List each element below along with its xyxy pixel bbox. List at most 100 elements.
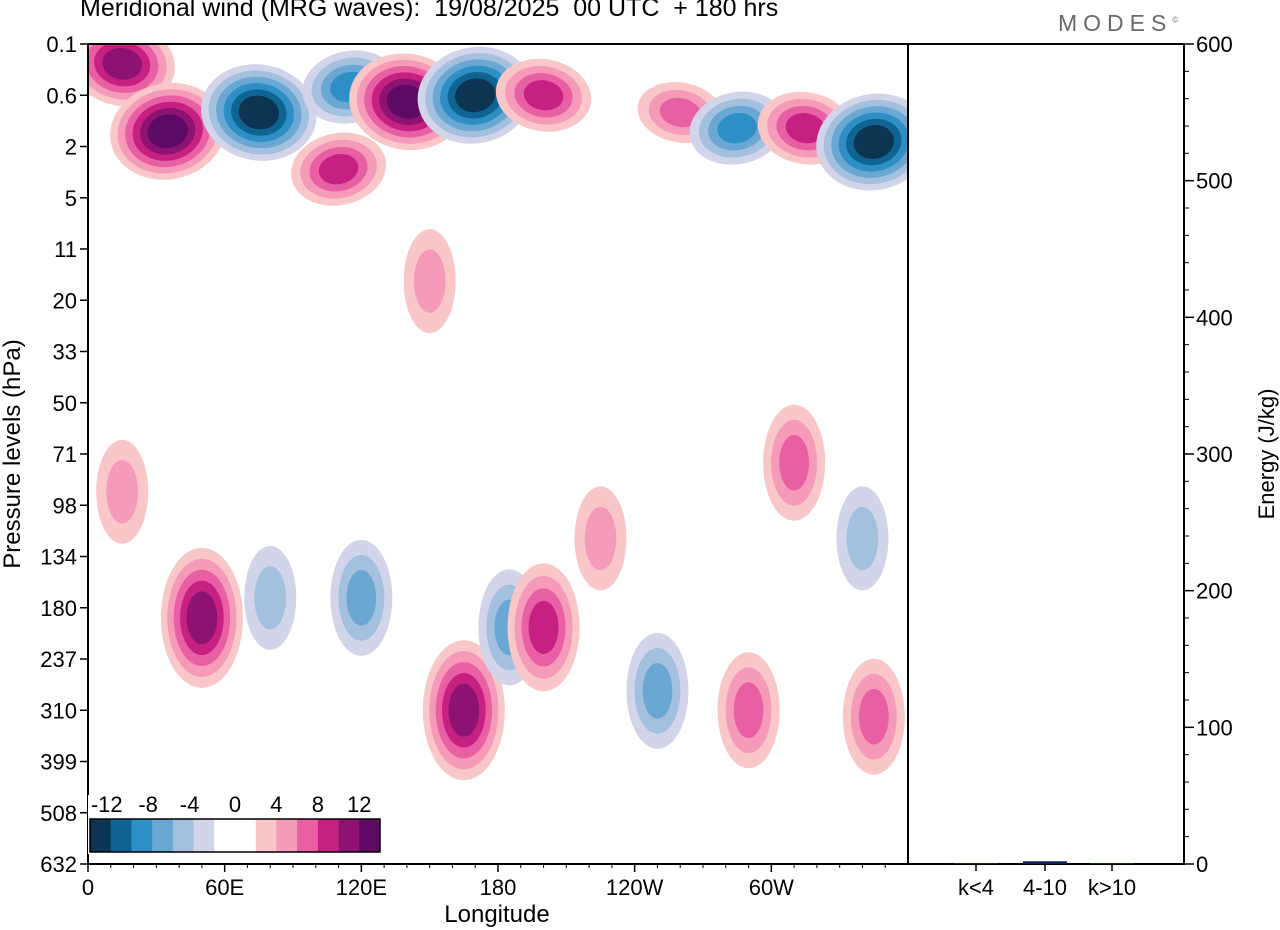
contour-level [717,112,757,144]
y-tick-label: 2 [65,135,77,160]
y-tick-label: 20 [53,288,77,313]
contour-level [254,566,287,630]
wind-cell [244,545,297,650]
contour-level [346,569,377,626]
energy-bar [954,863,998,864]
contour-level [528,600,559,654]
y-tick-label: 0.6 [46,83,77,108]
contour-level [779,434,809,491]
energy-tick-label: 400 [1196,305,1233,330]
wind-cell [836,486,889,591]
wind-cell [717,652,780,769]
contour-level [413,249,446,313]
colorbar-label: 4 [270,792,282,817]
contour-level [106,459,139,524]
wind-cell [291,132,387,206]
colorbar-swatch [90,819,112,852]
colorbar-swatch [276,819,298,852]
x-tick-label: 120W [606,875,664,900]
colorbar-swatch [152,819,174,852]
colorbar: -12 -8 -4 0 4 8 12 [88,792,382,854]
energy-tick-label: 300 [1196,442,1233,467]
y-tick-label: 71 [53,442,77,467]
y-tick-label: 33 [53,340,77,365]
energy-bar [1023,861,1067,864]
contour-level [186,591,218,645]
colorbar-swatch [235,819,257,852]
colorbar-swatch [172,819,195,852]
wind-cell [689,91,785,165]
y-axis: 0.1 0.6 2 5 11 20 33 50 71 98 134 180 237 310 399 508 63… [40,32,88,877]
colorbar-swatch [338,819,360,852]
x-axis-label: Longitude [444,901,549,928]
brand-mark: © [1172,15,1179,25]
contour-level [733,682,764,739]
energy-panel: 0 100 200 300 400 500 600 k<4 4-10 k>10 [907,32,1233,900]
chart-title: Meridional wind (MRG waves): 19/08/2025 … [80,0,779,22]
contour-level [858,688,889,745]
y-tick-label: 98 [53,493,77,518]
colorbar-swatch [110,819,132,852]
wind-cell [422,640,505,781]
wind-cell [88,44,175,107]
energy-axis-label: Energy (J/kg) [1254,389,1279,520]
y-tick-label: 180 [40,596,77,621]
y-tick-label: 134 [40,545,77,570]
energy-tick-label: 0 [1196,852,1208,877]
y-tick-label: 237 [40,647,77,672]
energy-tick-label: 600 [1196,32,1233,57]
energy-category-label: k>10 [1088,875,1136,900]
wind-cell [842,658,905,775]
wind-cell [626,632,689,749]
colorbar-label: -4 [180,792,200,817]
contour-level [238,95,280,130]
wind-cell [574,486,627,591]
y-tick-label: 0.1 [46,32,77,57]
colorbar-label: 12 [347,792,371,817]
modes-logo: MODES© [1058,10,1178,37]
wind-cell [403,229,456,334]
x-tick-label: 0 [82,875,94,900]
colorbar-frame [89,818,381,853]
x-tick-label: 180 [480,875,517,900]
wind-cell [495,58,592,132]
contour-level [584,506,617,571]
x-axis: 0 60E 120E 180 120W 60W [82,864,886,900]
brand-text: MODES [1058,10,1173,36]
wind-cell [201,64,317,161]
colorbar-swatch [317,819,340,852]
y-tick-label: 50 [53,391,77,416]
energy-bar [1090,863,1134,864]
energy-category-label: 4-10 [1023,875,1067,900]
wind-cell [110,82,226,180]
contour-level [102,47,142,80]
y-tick-label: 5 [65,186,77,211]
energy-frame [907,43,1185,865]
energy-tick-label: 100 [1196,715,1233,740]
wind-cell [96,439,149,544]
colorbar-label: 8 [312,792,324,817]
contour-level [659,97,701,128]
colorbar-swatch [214,819,236,852]
energy-tick-label: 500 [1196,169,1233,194]
colorbar-swatch [255,819,277,852]
x-tick-label: 60W [749,875,794,900]
colorbar-swatch [131,819,153,852]
wind-cell [816,93,908,191]
contour-level [523,80,564,111]
y-tick-label: 508 [40,801,77,826]
energy-category-label: k<4 [958,875,994,900]
wind-cell [417,46,533,144]
y-axis-label: Pressure levels (hPa) [0,339,26,568]
x-tick-label: 60E [205,875,244,900]
contour-level [785,113,826,144]
contour-level [318,153,359,185]
contour-level [147,114,188,149]
colorbar-label: -12 [91,792,123,817]
contour-level [846,506,879,571]
wind-cell [330,539,393,656]
y-tick-label: 310 [40,698,77,723]
contour-level [455,78,496,113]
contour-field [88,44,908,781]
